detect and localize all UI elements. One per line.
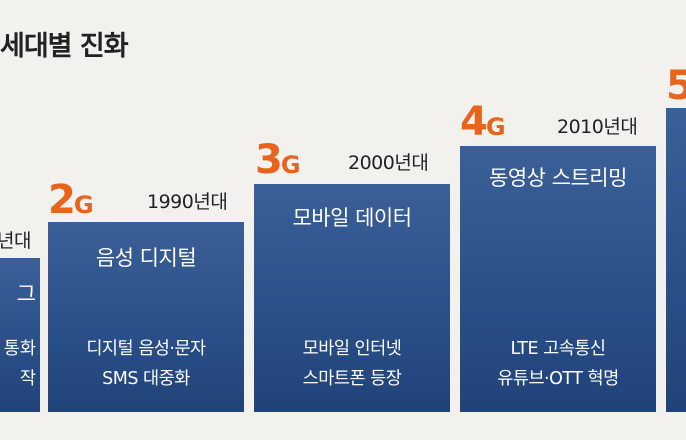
- bar-4g: 동영상 스트리밍 LTE 고속통신 유튜브·OTT 혁명: [460, 146, 656, 412]
- bar-head-2g: 음성 디지털: [95, 246, 197, 270]
- bar-desc-2g: 디지털 음성·문자 SMS 대중화: [48, 334, 244, 394]
- bar-1g: 그 통화 작: [0, 258, 40, 412]
- bar-desc-line-1: LTE 고속통신: [510, 339, 606, 359]
- bar-head-4g: 동영상 스트리밍: [489, 166, 627, 190]
- bar-2g: 음성 디지털 디지털 음성·문자 SMS 대중화: [48, 222, 244, 412]
- decade-label-4g: 2010년대: [557, 116, 638, 138]
- bar-desc-4g: LTE 고속통신 유튜브·OTT 혁명: [460, 334, 656, 394]
- bar-3g: 모바일 데이터 모바일 인터넷 스마트폰 등장: [254, 184, 450, 412]
- bar-desc-line-2: SMS 대중화: [102, 369, 190, 389]
- bar-desc-1g: 통화 작: [4, 334, 36, 394]
- bar-desc-line-1: 디지털 음성·문자: [86, 339, 206, 359]
- gen-number: 3: [255, 137, 283, 183]
- gen-label-4g: 4G: [460, 102, 506, 147]
- bar-5g: [666, 108, 686, 412]
- gen-number: 2: [48, 177, 76, 223]
- bar-desc-3g: 모바일 인터넷 스마트폰 등장: [254, 334, 450, 394]
- gen-number: 4: [460, 99, 488, 145]
- gen-unit: G: [485, 113, 506, 141]
- gen-label-2g: 2G: [48, 180, 94, 225]
- bar-desc-line-2: 유튜브·OTT 혁명: [497, 369, 619, 389]
- decade-label-2g: 1990년대: [147, 191, 228, 213]
- gen-unit: G: [73, 191, 94, 219]
- bar-desc-line-2: 작: [19, 369, 36, 389]
- gen-unit: G: [280, 151, 301, 179]
- bar-desc-line-1: 통화: [3, 339, 36, 359]
- bar-head-1g: 그: [16, 282, 36, 306]
- chart-title: 세대별 진화: [0, 31, 129, 62]
- bar-desc-line-1: 모바일 인터넷: [302, 339, 402, 359]
- gen-label-3g: 3G: [255, 140, 301, 185]
- gen-number: 5: [666, 63, 686, 109]
- decade-label-3g: 2000년대: [348, 152, 429, 174]
- gen-label-5g: 5: [666, 66, 686, 106]
- decade-label-1g: 년대: [0, 230, 31, 252]
- bar-head-3g: 모바일 데이터: [292, 206, 412, 230]
- bar-desc-line-2: 스마트폰 등장: [302, 369, 402, 389]
